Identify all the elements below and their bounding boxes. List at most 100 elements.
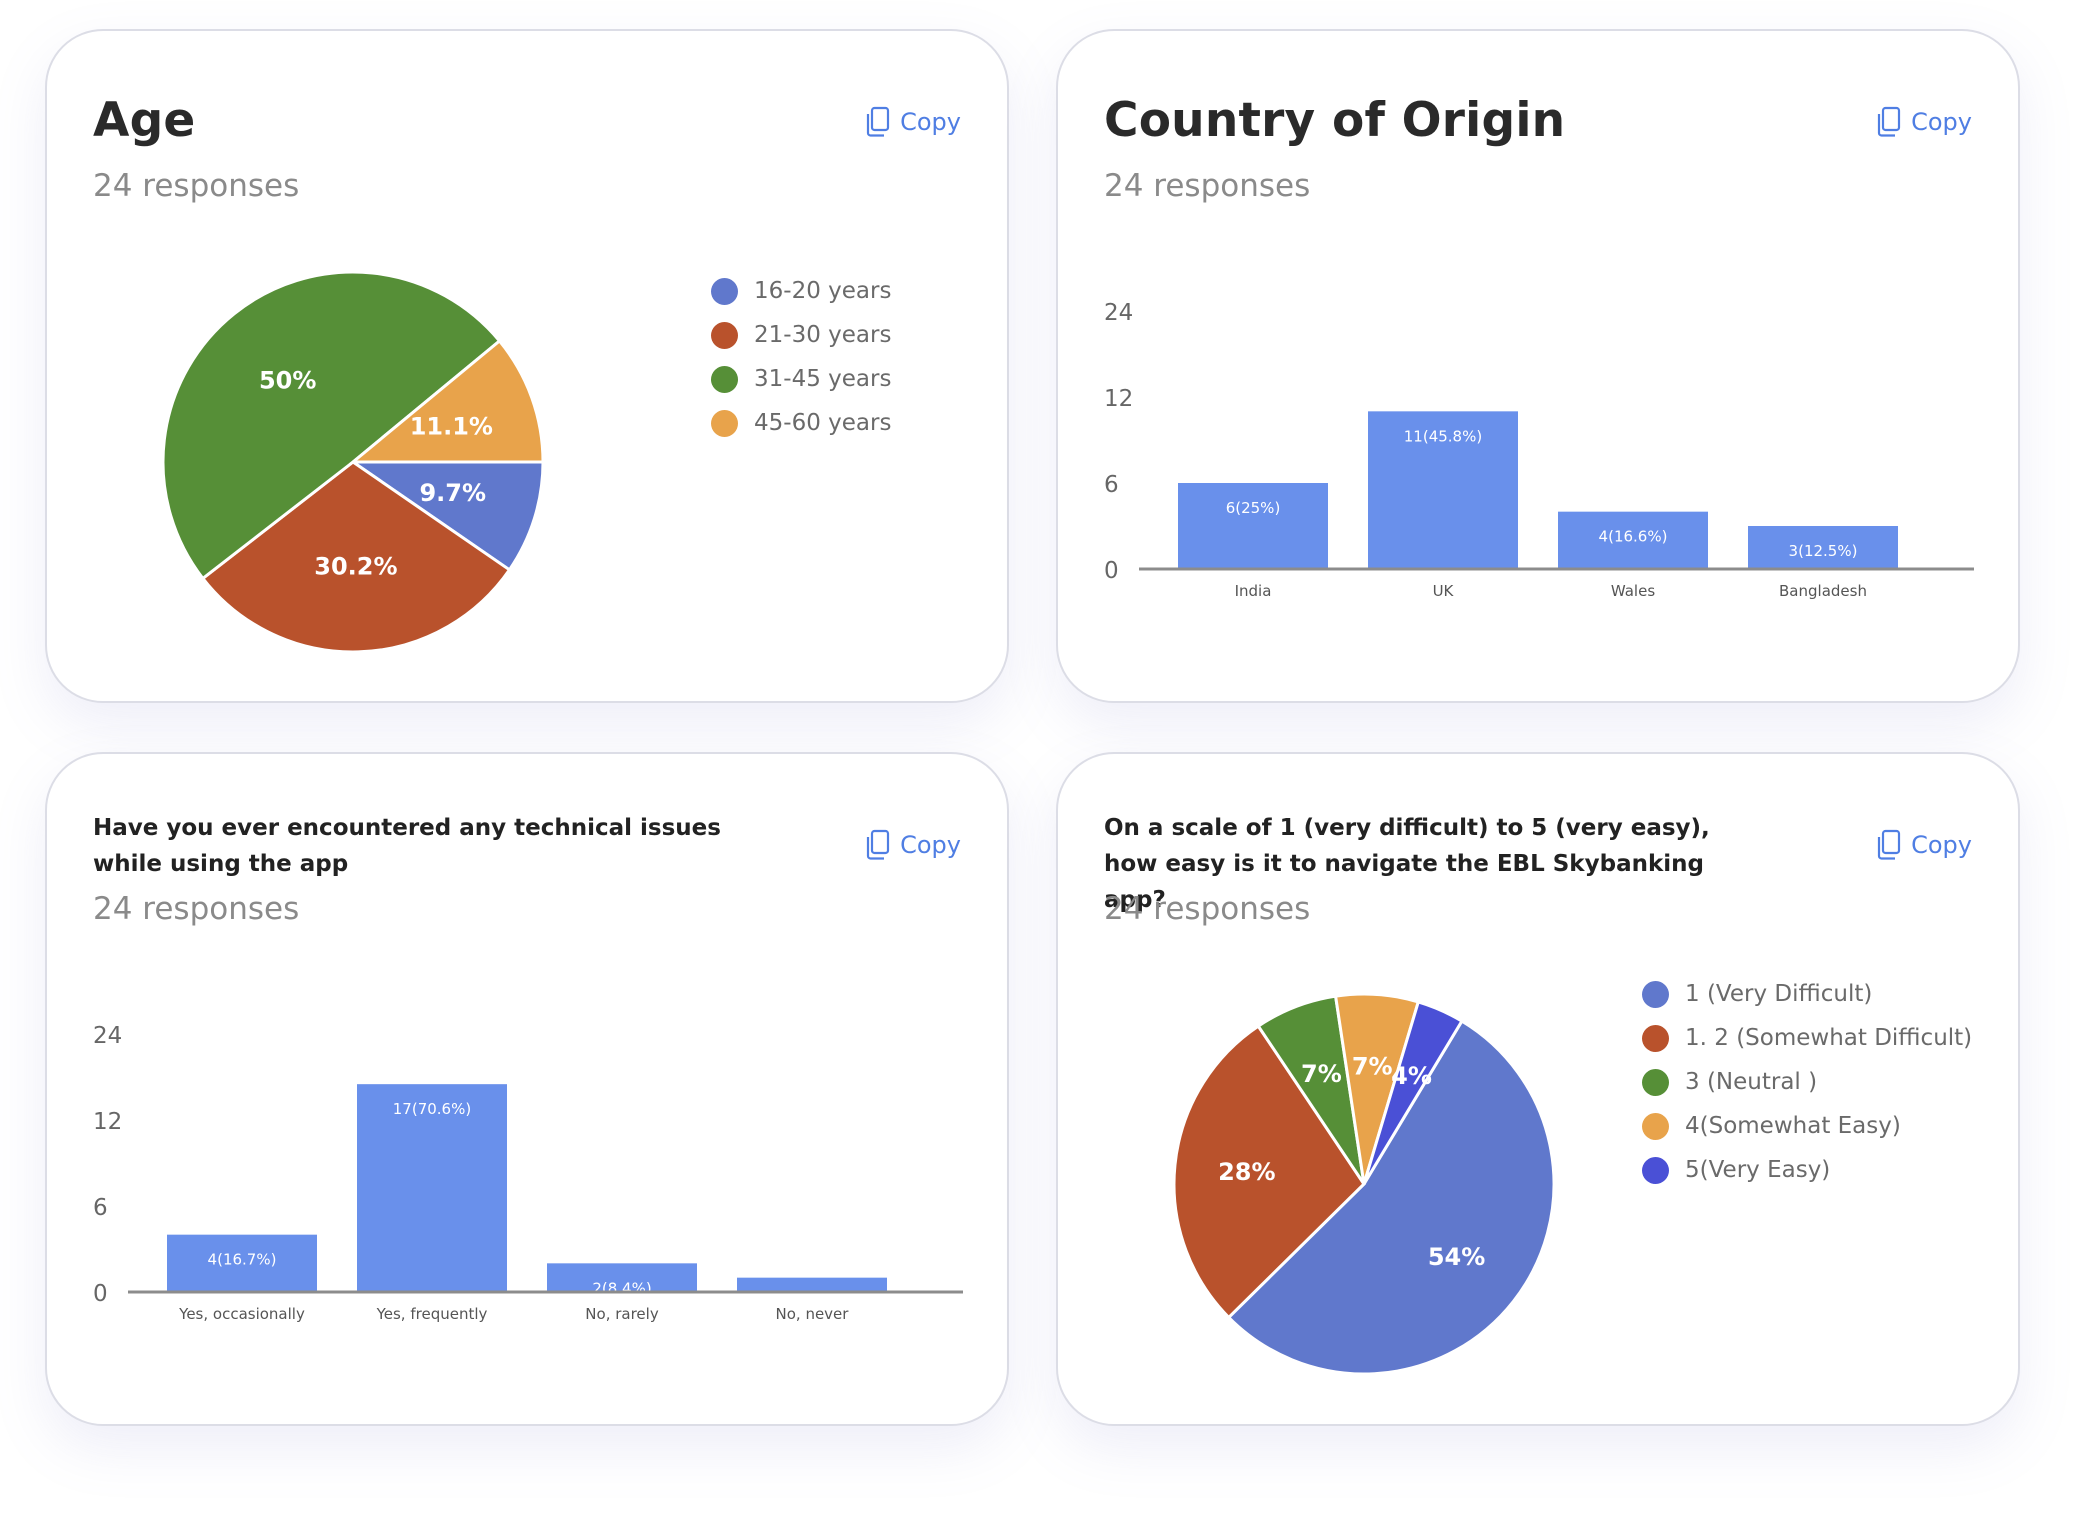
copy-label: Copy bbox=[900, 831, 961, 859]
bar bbox=[547, 1263, 697, 1292]
issues-bar-chart: 0 6 12 24 4(16.7%) Yes, occasionally 17(70.6%)… bbox=[93, 1023, 963, 1323]
legend-item: 45-60 years bbox=[711, 401, 891, 445]
card-question: Have you ever encountered any technical … bbox=[93, 815, 721, 877]
y-tick-label: 12 bbox=[93, 1109, 122, 1135]
x-category-label: No, never bbox=[776, 1305, 850, 1323]
y-tick-label: 0 bbox=[93, 1281, 108, 1307]
x-category-label: Bangladesh bbox=[1779, 582, 1867, 600]
x-category-label: UK bbox=[1433, 582, 1455, 600]
pie-slice bbox=[348, 338, 545, 464]
legend-label: 1 (Very Difficult) bbox=[1685, 981, 1873, 1007]
bar-label: 4(16.7%) bbox=[208, 1251, 277, 1269]
slice-label: 11.1% bbox=[410, 413, 493, 441]
copy-icon bbox=[865, 829, 891, 861]
pie-slice bbox=[200, 460, 512, 654]
copy-button[interactable]: Copy bbox=[865, 829, 961, 861]
slice-label: 30.2% bbox=[314, 552, 397, 580]
legend-swatch bbox=[711, 365, 738, 393]
legend-label: 16-20 years bbox=[754, 278, 892, 304]
copy-button[interactable]: Copy bbox=[1876, 106, 1972, 138]
bar bbox=[1178, 483, 1328, 569]
copy-icon bbox=[1876, 829, 1902, 861]
legend-item: 3 (Neutral ) bbox=[1642, 1060, 1972, 1104]
bar-label: 4(16.6%) bbox=[1599, 528, 1668, 546]
copy-button[interactable]: Copy bbox=[1876, 829, 1972, 861]
bar bbox=[737, 1277, 887, 1292]
response-count: 24 responses bbox=[93, 891, 300, 927]
bar bbox=[357, 1084, 507, 1292]
y-tick-label: 24 bbox=[93, 1023, 122, 1049]
copy-icon bbox=[865, 106, 891, 138]
slice-label: 7% bbox=[1352, 1052, 1393, 1080]
copy-button[interactable]: Copy bbox=[865, 106, 961, 138]
legend-item: 5(Very Easy) bbox=[1642, 1148, 1972, 1192]
card-ease-of-navigation: On a scale of 1 (very difficult) to 5 (v… bbox=[1056, 752, 2020, 1426]
x-category-label: No, rarely bbox=[585, 1305, 659, 1323]
x-category-label: Yes, frequently bbox=[376, 1305, 488, 1323]
pie-slice bbox=[161, 270, 502, 581]
ease-pie-chart: 54%28%7% 7%4% bbox=[1172, 992, 1556, 1376]
copy-icon bbox=[1876, 106, 1902, 138]
legend-label: 21-30 years bbox=[754, 322, 892, 348]
legend-swatch bbox=[711, 277, 738, 305]
bar-label: 6(25%) bbox=[1226, 499, 1281, 517]
legend-swatch bbox=[1642, 1024, 1669, 1052]
copy-label: Copy bbox=[1911, 831, 1972, 859]
legend-swatch bbox=[1642, 1068, 1669, 1096]
slice-label: 28% bbox=[1218, 1158, 1275, 1186]
card-technical-issues: Have you ever encountered any technical … bbox=[45, 752, 1009, 1426]
legend-item: 16-20 years bbox=[711, 269, 891, 313]
age-legend: 16-20 years 21-30 years 31-45 years 45-60 y… bbox=[711, 269, 891, 445]
x-category-label: India bbox=[1235, 582, 1272, 600]
legend-label: 5(Very Easy) bbox=[1685, 1157, 1831, 1183]
slice-label: 50% bbox=[259, 366, 316, 394]
legend-swatch bbox=[1642, 1112, 1669, 1140]
y-tick-label: 6 bbox=[93, 1195, 108, 1221]
legend-item: 1 (Very Difficult) bbox=[1642, 972, 1972, 1016]
bar bbox=[1368, 411, 1518, 569]
slice-label: 54% bbox=[1428, 1243, 1485, 1271]
legend-label: 3 (Neutral ) bbox=[1685, 1069, 1818, 1095]
y-tick-label: 0 bbox=[1104, 558, 1119, 584]
legend-swatch bbox=[711, 321, 738, 349]
legend-label: 4(Somewhat Easy) bbox=[1685, 1113, 1901, 1139]
bar bbox=[167, 1234, 317, 1292]
card-title: Country of Origin bbox=[1104, 93, 1566, 148]
legend-label: 31-45 years bbox=[754, 366, 892, 392]
card-title: Age bbox=[93, 93, 196, 148]
ease-legend: 1 (Very Difficult) 1. 2 (Somewhat Difficu… bbox=[1642, 972, 1972, 1192]
y-tick-label: 24 bbox=[1104, 300, 1133, 326]
bar-label: 2(8.4%) bbox=[592, 1279, 651, 1297]
bar-label: 11(45.8%) bbox=[1404, 427, 1482, 445]
legend-label: 1. 2 (Somewhat Difficult) bbox=[1685, 1025, 1973, 1051]
card-age: Age Copy 24 responses 9.7% 30.2% 50% 11.1% … bbox=[45, 29, 1009, 703]
y-tick-label: 6 bbox=[1104, 472, 1119, 498]
legend-swatch bbox=[1642, 980, 1669, 1008]
response-count: 24 responses bbox=[1104, 168, 1311, 204]
country-bar-chart: 0 6 12 24 6(25%) India 11(45.8%) UK 4(16.6%) Wale… bbox=[1104, 300, 1974, 600]
slice-label: 9.7% bbox=[419, 479, 486, 507]
bar-label: 17(70.6%) bbox=[393, 1100, 471, 1118]
pie-slice bbox=[1362, 1000, 1464, 1185]
legend-item: 1. 2 (Somewhat Difficult) bbox=[1642, 1016, 1972, 1060]
pie-slice bbox=[1226, 1019, 1556, 1376]
bar-label: 3(12.5%) bbox=[1789, 542, 1858, 560]
response-count: 24 responses bbox=[93, 168, 300, 204]
legend-swatch bbox=[711, 409, 738, 437]
legend-item: 4(Somewhat Easy) bbox=[1642, 1104, 1972, 1148]
pie-slice bbox=[348, 460, 545, 572]
legend-swatch bbox=[1642, 1156, 1669, 1184]
card-question: On a scale of 1 (very difficult) to 5 (v… bbox=[1104, 815, 1710, 913]
slice-label: 7% bbox=[1301, 1060, 1342, 1088]
bar-label: 1(4.2%) bbox=[782, 1294, 841, 1312]
slice-label: 4% bbox=[1391, 1062, 1432, 1090]
legend-label: 45-60 years bbox=[754, 410, 892, 436]
bar bbox=[1748, 526, 1898, 569]
legend-item: 31-45 years bbox=[711, 357, 891, 401]
response-count: 24 responses bbox=[1104, 891, 1311, 927]
bar bbox=[1558, 511, 1708, 569]
legend-item: 21-30 years bbox=[711, 313, 891, 357]
copy-label: Copy bbox=[900, 108, 961, 136]
age-pie-chart: 9.7% 30.2% 50% 11.1% bbox=[161, 270, 545, 654]
x-category-label: Wales bbox=[1611, 582, 1655, 600]
